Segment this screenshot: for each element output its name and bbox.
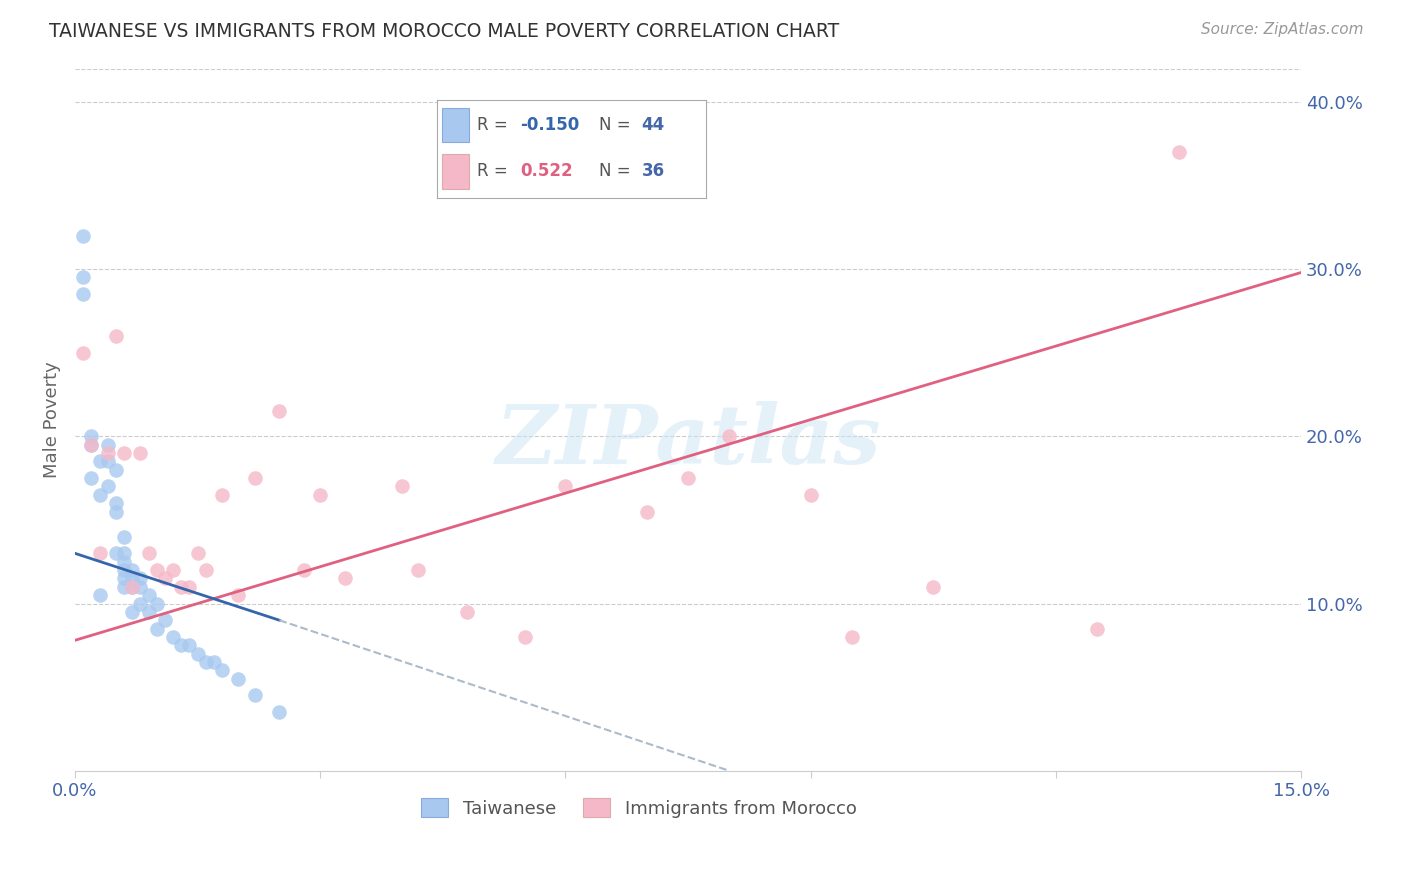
- Point: [391, 479, 413, 493]
- Point: [194, 563, 217, 577]
- Text: ZIPatlas: ZIPatlas: [495, 401, 880, 481]
- Point: [170, 580, 193, 594]
- Point: [179, 638, 201, 652]
- Point: [1167, 145, 1189, 160]
- Point: [211, 664, 233, 678]
- Point: [138, 605, 160, 619]
- Point: [89, 454, 111, 468]
- Point: [309, 488, 332, 502]
- Point: [269, 705, 291, 719]
- Point: [153, 571, 176, 585]
- Point: [170, 638, 193, 652]
- Point: [80, 429, 103, 443]
- Point: [104, 496, 127, 510]
- Point: [187, 546, 209, 560]
- Point: [112, 546, 135, 560]
- Point: [228, 588, 250, 602]
- Point: [112, 563, 135, 577]
- Point: [269, 404, 291, 418]
- Point: [228, 672, 250, 686]
- Point: [636, 504, 658, 518]
- Point: [676, 471, 699, 485]
- Point: [333, 571, 356, 585]
- Point: [1085, 622, 1108, 636]
- Point: [89, 488, 111, 502]
- Point: [211, 488, 233, 502]
- Point: [145, 622, 167, 636]
- Point: [129, 580, 152, 594]
- Point: [72, 345, 94, 359]
- Point: [138, 546, 160, 560]
- Point: [80, 438, 103, 452]
- Point: [104, 504, 127, 518]
- Point: [121, 571, 143, 585]
- Point: [243, 471, 266, 485]
- Point: [138, 588, 160, 602]
- Point: [89, 546, 111, 560]
- Point: [121, 563, 143, 577]
- Text: Source: ZipAtlas.com: Source: ZipAtlas.com: [1201, 22, 1364, 37]
- Point: [922, 580, 945, 594]
- Point: [243, 689, 266, 703]
- Point: [162, 630, 184, 644]
- Point: [153, 613, 176, 627]
- Point: [121, 580, 143, 594]
- Point: [121, 580, 143, 594]
- Point: [104, 463, 127, 477]
- Point: [97, 438, 120, 452]
- Point: [554, 479, 576, 493]
- Point: [112, 555, 135, 569]
- Point: [112, 580, 135, 594]
- Point: [408, 563, 430, 577]
- Point: [145, 563, 167, 577]
- Point: [145, 597, 167, 611]
- Point: [456, 605, 478, 619]
- Point: [129, 571, 152, 585]
- Point: [717, 429, 740, 443]
- Point: [97, 446, 120, 460]
- Point: [72, 287, 94, 301]
- Point: [202, 655, 225, 669]
- Point: [194, 655, 217, 669]
- Point: [97, 454, 120, 468]
- Point: [80, 471, 103, 485]
- Point: [80, 438, 103, 452]
- Point: [104, 546, 127, 560]
- Point: [112, 530, 135, 544]
- Point: [513, 630, 536, 644]
- Point: [97, 479, 120, 493]
- Point: [800, 488, 823, 502]
- Point: [121, 605, 143, 619]
- Point: [72, 270, 94, 285]
- Point: [104, 329, 127, 343]
- Point: [129, 446, 152, 460]
- Point: [72, 228, 94, 243]
- Legend: Taiwanese, Immigrants from Morocco: Taiwanese, Immigrants from Morocco: [415, 791, 863, 825]
- Point: [112, 571, 135, 585]
- Y-axis label: Male Poverty: Male Poverty: [44, 361, 60, 478]
- Point: [89, 588, 111, 602]
- Point: [841, 630, 863, 644]
- Point: [179, 580, 201, 594]
- Text: TAIWANESE VS IMMIGRANTS FROM MOROCCO MALE POVERTY CORRELATION CHART: TAIWANESE VS IMMIGRANTS FROM MOROCCO MAL…: [49, 22, 839, 41]
- Point: [187, 647, 209, 661]
- Point: [162, 563, 184, 577]
- Point: [292, 563, 315, 577]
- Point: [129, 597, 152, 611]
- Point: [112, 446, 135, 460]
